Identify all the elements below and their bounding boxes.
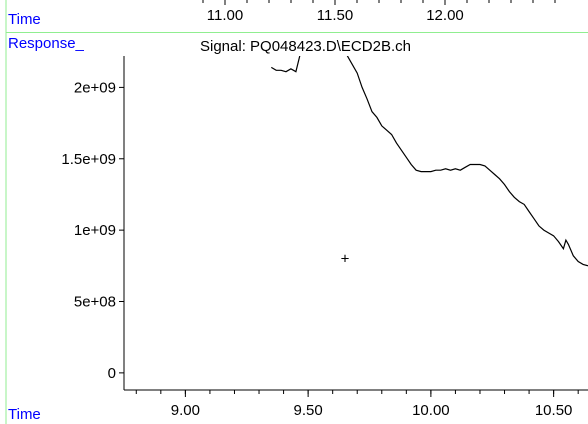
y-tick-label: 2e+09	[74, 79, 116, 96]
cursor-crosshair: +	[341, 251, 350, 268]
x-axis-label: Time	[8, 406, 41, 423]
top-tick-label: 12.00	[426, 7, 464, 24]
top-tick-label: 11.50	[317, 7, 353, 24]
x-tick-label: 10.00	[412, 402, 450, 419]
top-time-label: Time	[8, 11, 41, 28]
signal-trace-0	[270, 56, 588, 267]
y-tick-label: 5e+08	[74, 294, 116, 311]
y-tick-label: 1e+09	[74, 222, 116, 239]
y-tick-label: 0	[108, 365, 116, 382]
y-axis: 0 5e+08 1e+09 1.5e+09 2e+09	[61, 56, 125, 390]
x-axis: 9.00 9.50 10.00 10.50	[124, 389, 588, 419]
y-axis-label: Response_	[8, 35, 85, 52]
x-tick-label: 9.50	[294, 402, 323, 419]
top-time-axis: 11.00 11.50 12.00	[202, 0, 556, 24]
x-tick-label: 10.50	[535, 402, 573, 419]
trace-area	[270, 56, 588, 267]
y-tick-label: 1.5e+09	[61, 151, 116, 168]
chart-title: Signal: PQ048423.D\ECD2B.ch	[200, 38, 411, 55]
x-tick-label: 9.00	[171, 402, 200, 419]
top-tick-label: 11.00	[207, 7, 243, 24]
